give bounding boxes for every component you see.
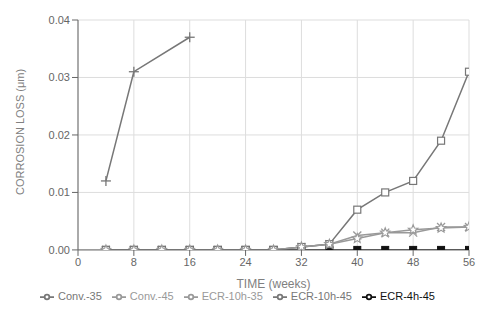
html-text:Conv.-45: Conv.-45 bbox=[129, 289, 174, 302]
svg-text:0.04: 0.04 bbox=[49, 14, 70, 26]
svg-text:TIME (weeks): TIME (weeks) bbox=[236, 277, 310, 291]
svg-text:0.00: 0.00 bbox=[49, 244, 70, 256]
svg-text:0.02: 0.02 bbox=[49, 129, 70, 141]
svg-text:CORROSION LOSS (μm): CORROSION LOSS (μm) bbox=[14, 69, 26, 195]
svg-text:0.01: 0.01 bbox=[49, 186, 70, 198]
svg-text:32: 32 bbox=[295, 256, 307, 268]
svg-text:56: 56 bbox=[463, 256, 475, 268]
svg-text:40: 40 bbox=[351, 256, 363, 268]
svg-text:0: 0 bbox=[75, 256, 81, 268]
html-text:ECR-4h-45: ECR-4h-45 bbox=[380, 289, 435, 302]
svg-text:48: 48 bbox=[407, 256, 419, 268]
html-text:Conv.-35: Conv.-35 bbox=[58, 289, 102, 302]
html-text:ECR-10h-35: ECR-10h-35 bbox=[201, 289, 263, 302]
svg-text:16: 16 bbox=[184, 256, 196, 268]
html-text:ECR-10h-45: ECR-10h-45 bbox=[290, 289, 352, 302]
svg-text:24: 24 bbox=[239, 256, 251, 268]
svg-text:8: 8 bbox=[131, 256, 137, 268]
svg-text:0.03: 0.03 bbox=[49, 71, 70, 83]
